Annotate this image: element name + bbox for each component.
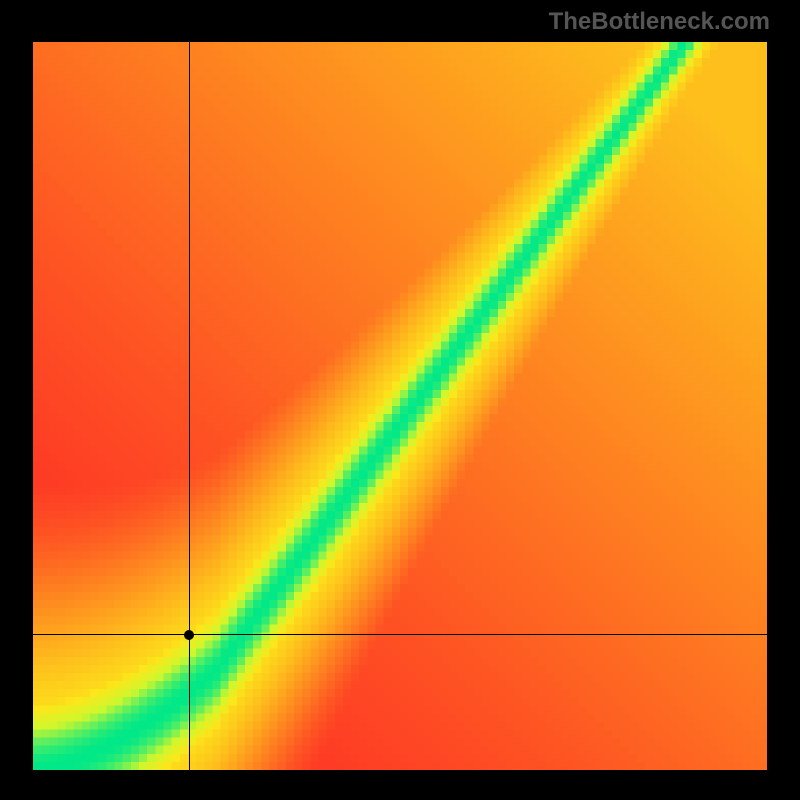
crosshair-horizontal: [33, 634, 767, 635]
attribution-text: TheBottleneck.com: [549, 8, 770, 36]
crosshair-marker: [184, 630, 194, 640]
chart-container: TheBottleneck.com: [0, 0, 800, 800]
bottleneck-heatmap: [33, 42, 767, 770]
crosshair-vertical: [189, 42, 190, 770]
